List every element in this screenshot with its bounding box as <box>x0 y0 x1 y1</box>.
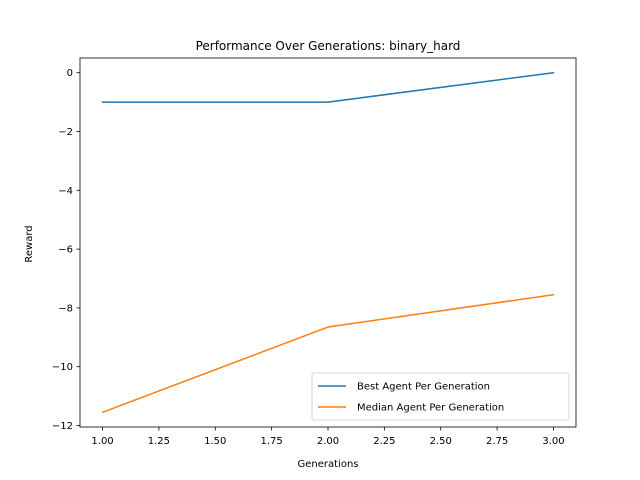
x-tick-label: 1.00 <box>91 436 113 447</box>
y-tick-label: −6 <box>58 245 73 256</box>
legend-label-2: Median Agent Per Generation <box>357 403 504 414</box>
y-tick-label: −2 <box>58 127 73 138</box>
y-tick-label: −4 <box>58 186 73 197</box>
x-tick-label: 1.50 <box>204 436 226 447</box>
y-tick-label: −8 <box>58 303 73 314</box>
y-tick-label: −12 <box>52 421 73 432</box>
plot-area <box>101 71 555 414</box>
series-line-2 <box>101 293 555 414</box>
x-tick-label: 2.50 <box>430 436 452 447</box>
x-tick-label: 2.00 <box>317 436 339 447</box>
legend-box <box>311 372 570 421</box>
chart-title: Performance Over Generations: binary_har… <box>196 39 461 53</box>
x-tick-label: 2.25 <box>373 436 395 447</box>
y-axis-label: Reward <box>24 225 35 262</box>
legend-label-1: Best Agent Per Generation <box>357 382 490 393</box>
x-tick-label: 1.75 <box>261 436 283 447</box>
axes: 1.00 1.25 1.50 1.75 2.00 2.25 2.50 2.75 3.00 0 −2 −… <box>52 57 577 447</box>
x-tick-label: 3.00 <box>542 436 564 447</box>
series-line-1 <box>101 71 555 103</box>
y-tick-label: −10 <box>52 362 73 373</box>
y-tick-label: 0 <box>67 68 73 79</box>
x-axis-label: Generations <box>298 459 359 470</box>
legend: Best Agent Per Generation Median Agent Pe… <box>311 372 570 421</box>
x-tick-label: 1.25 <box>148 436 170 447</box>
x-tick-label: 2.75 <box>486 436 508 447</box>
